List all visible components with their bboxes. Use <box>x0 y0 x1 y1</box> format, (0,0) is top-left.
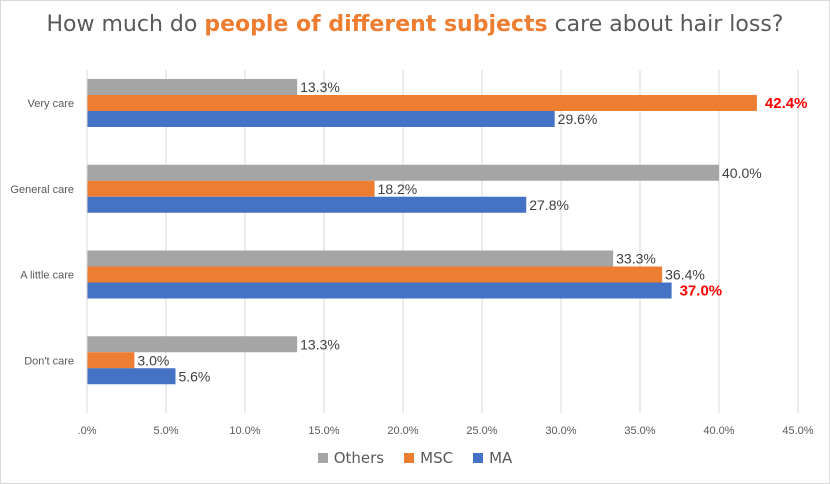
bar-ma <box>87 111 555 127</box>
data-label: 18.2% <box>378 181 418 197</box>
x-tick-label: 40.0% <box>703 425 734 437</box>
y-category-label: Very care <box>28 98 74 110</box>
bar-others <box>87 79 298 95</box>
data-label: 40.0% <box>722 165 762 181</box>
bar-ma <box>87 368 176 385</box>
bar-others <box>87 250 614 267</box>
legend-item-others: Others <box>317 449 385 467</box>
x-tick-label: 35.0% <box>624 425 655 437</box>
bar-msc <box>87 95 757 111</box>
data-label: 36.4% <box>665 267 705 283</box>
title-part-2-highlight: people of different subjects <box>204 12 548 37</box>
legend-swatch-others <box>317 453 328 463</box>
title-part-3: care about hair loss? <box>547 12 784 37</box>
bar-msc <box>87 266 663 283</box>
x-tick-label: .0% <box>78 425 97 437</box>
x-tick-label: 25.0% <box>466 425 497 437</box>
title-part-1: How much do <box>46 12 205 37</box>
y-category-label: A little care <box>20 270 74 282</box>
bar-msc <box>87 180 375 197</box>
bar-ma <box>87 196 527 213</box>
bar-others <box>87 164 719 181</box>
bar-msc <box>87 352 135 369</box>
bar-others <box>87 336 298 353</box>
chart-legend: Others MSC MA <box>0 449 830 467</box>
x-tick-label: 5.0% <box>153 425 178 437</box>
data-label: 3.0% <box>137 352 169 368</box>
legend-item-msc: MSC <box>404 449 453 467</box>
data-label: 29.6% <box>558 111 598 127</box>
bar-ma <box>87 282 672 299</box>
legend-label-msc: MSC <box>420 449 454 467</box>
x-tick-label: 30.0% <box>545 425 576 437</box>
x-tick-label: 15.0% <box>308 425 339 437</box>
y-category-label: General care <box>10 184 74 196</box>
legend-label-others: Others <box>333 449 385 467</box>
legend-swatch-msc <box>404 453 415 463</box>
data-label: 13.3% <box>300 79 340 95</box>
data-label: 42.4% <box>765 95 808 112</box>
legend-label-ma: MA <box>489 449 513 467</box>
legend-item-ma: MA <box>473 449 512 467</box>
x-tick-label: 45.0% <box>782 425 813 437</box>
x-tick-label: 10.0% <box>229 425 260 437</box>
data-label: 5.6% <box>178 368 210 384</box>
legend-swatch-ma <box>473 453 484 463</box>
y-category-label: Don't care <box>24 355 74 367</box>
x-tick-label: 20.0% <box>387 425 418 437</box>
chart-title: How much do people of different subjects… <box>0 12 830 37</box>
data-label: 27.8% <box>529 197 569 213</box>
data-label: 37.0% <box>680 283 723 300</box>
data-label: 13.3% <box>300 336 340 352</box>
data-label: 33.3% <box>616 251 656 267</box>
